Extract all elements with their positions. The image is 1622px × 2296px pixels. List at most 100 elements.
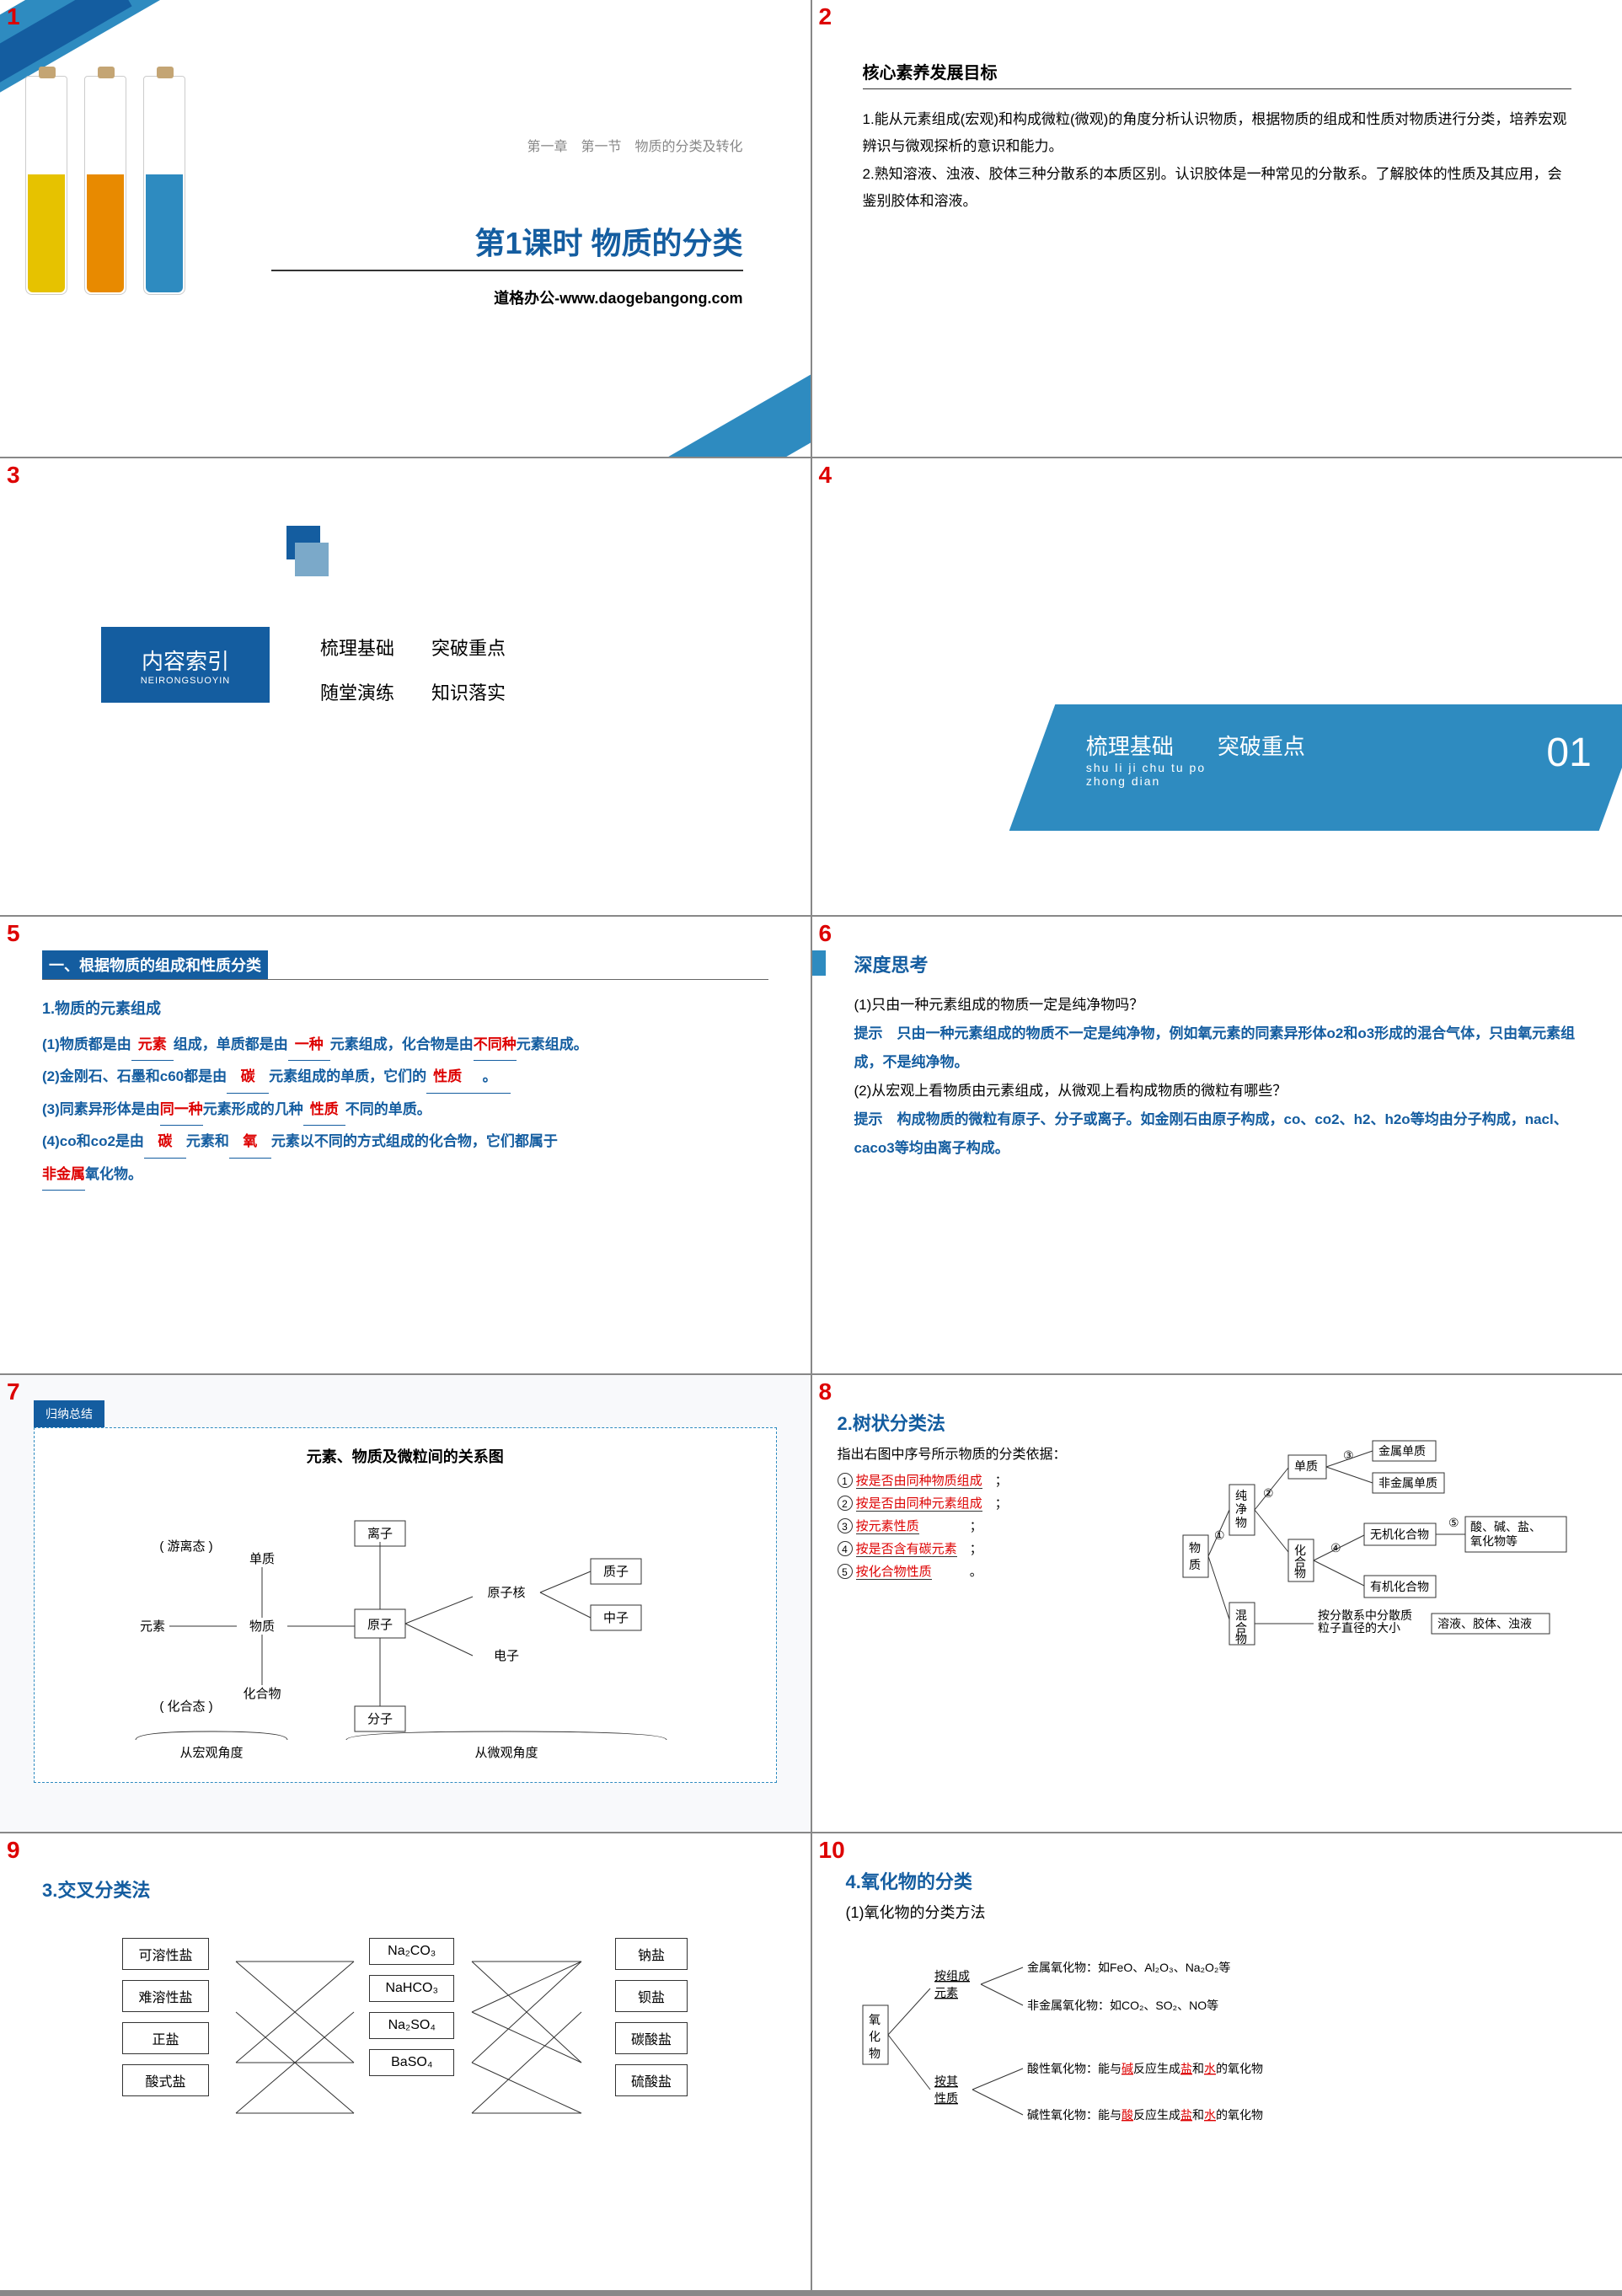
svg-text:物: 物: [1235, 1632, 1247, 1646]
svg-text:物: 物: [869, 2047, 881, 2060]
svg-text:纯: 纯: [1235, 1489, 1247, 1502]
svg-text:( 化合态 ): ( 化合态 ): [159, 1699, 212, 1714]
cell: 正盐: [122, 2022, 208, 2054]
svg-text:( 游离态 ): ( 游离态 ): [159, 1539, 212, 1554]
slide-number: 6: [819, 920, 832, 947]
cell: Na₂CO₃: [369, 1938, 454, 1965]
slide-number: 10: [819, 1837, 845, 1864]
section-pinyin: shu li ji chu tu po: [1086, 761, 1575, 774]
svg-text:化合物: 化合物: [243, 1687, 281, 1701]
subtitle: 道格办公-www.daogebangong.com: [494, 286, 742, 308]
index-pinyin: NEIRONGSUOYIN: [141, 676, 231, 686]
svg-text:碱性氧化物：能与酸反应生成盐和水的氧化物: 碱性氧化物：能与酸反应生成盐和水的氧化物: [1027, 2108, 1263, 2122]
svg-text:按组成: 按组成: [934, 1969, 970, 1983]
answer: 提示 构成物质的微粒有原子、分子或离子。如金刚石由原子构成，co、co2、h2、…: [854, 1105, 1581, 1163]
text: 指出右图中序号所示物质的分类依据：: [838, 1442, 1180, 1463]
slide-1: 1 第一章 第一节 物质的分类及转化 第1课时 物质的分类 道格办公-www.d…: [0, 0, 811, 457]
section-pinyin: zhong dian: [1086, 774, 1575, 788]
list-item: 2 按是否由同种元素组成 ；: [838, 1492, 1180, 1515]
slide-6: 6 深度思考 (1)只由一种元素组成的物质一定是纯净物吗？ 提示 只由一种元素组…: [812, 917, 1622, 1373]
cell: 可溶性盐: [122, 1938, 208, 1970]
svg-text:元素: 元素: [140, 1619, 165, 1634]
cell: Na₂SO₄: [369, 2012, 454, 2039]
index-title: 内容索引: [142, 645, 229, 676]
slide-number: 2: [819, 3, 832, 30]
slide-number: 9: [7, 1837, 20, 1864]
subheading: 1.物质的元素组成: [42, 997, 768, 1019]
section-band: 梳理基础 突破重点 shu li ji chu tu po zhong dian…: [1009, 704, 1622, 831]
question: (2)从宏观上看物质由元素组成，从微观上看构成物质的微粒有哪些？: [854, 1077, 1581, 1105]
heading: 4.氧化物的分类: [846, 1867, 1589, 1894]
chapter-meta: 第一章 第一节 物质的分类及转化: [527, 135, 742, 155]
slide-3: 3 内容索引 NEIRONGSUOYIN 梳理基础 突破重点 随堂演练 知识落实: [0, 458, 811, 915]
slide-title: 第1课时 物质的分类: [474, 219, 742, 263]
svg-text:中子: 中子: [603, 1611, 629, 1625]
diagram-title: 元素、物质及微粒间的关系图: [51, 1445, 759, 1467]
svg-text:单质: 单质: [249, 1552, 275, 1566]
line: (3)同素异形体是由同一种元素形成的几种性质不同的单质。: [42, 1094, 768, 1126]
svg-text:非金属单质: 非金属单质: [1378, 1476, 1437, 1490]
column: 钠盐 钡盐 碳酸盐 硫酸盐: [615, 1928, 688, 2106]
svg-text:物: 物: [1294, 1566, 1306, 1580]
index-item: 随堂演练 知识落实: [320, 672, 506, 716]
index-box: 内容索引 NEIRONGSUOYIN: [101, 627, 270, 703]
svg-text:离子: 离子: [367, 1527, 393, 1541]
slide-number: 3: [7, 462, 20, 489]
index-item: 梳理基础 突破重点: [320, 627, 506, 672]
svg-text:物: 物: [1235, 1516, 1247, 1529]
svg-text:物质: 物质: [249, 1619, 275, 1634]
slide-7: 7 归纳总结 元素、物质及微粒间的关系图 元素 物质 单质 ( 游离态 ) 化合…: [0, 1375, 811, 1832]
svg-text:从宏观角度: 从宏观角度: [179, 1746, 243, 1760]
slide-number: 4: [819, 462, 832, 489]
question: (1)只由一种元素组成的物质一定是纯净物吗？: [854, 991, 1581, 1020]
list-item: 4 按是否含有碳元素 ；: [838, 1538, 1180, 1560]
svg-text:按其: 按其: [934, 2074, 958, 2088]
cell: 难溶性盐: [122, 1980, 208, 2012]
svg-text:①: ①: [1214, 1528, 1225, 1542]
svg-text:有机化合物: 有机化合物: [1370, 1580, 1429, 1593]
line: 非金属氧化物。: [42, 1159, 768, 1191]
answer: 提示 只由一种元素组成的物质不一定是纯净物，例如氧元素的同素异形体o2和o3形成…: [854, 1020, 1581, 1077]
section-title: 梳理基础 突破重点: [1086, 730, 1575, 761]
svg-text:单质: 单质: [1294, 1459, 1318, 1473]
column: 可溶性盐 难溶性盐 正盐 酸式盐: [122, 1928, 208, 2106]
svg-text:④: ④: [1330, 1541, 1341, 1555]
svg-text:粒子直径的大小: 粒子直径的大小: [1318, 1621, 1400, 1635]
column: Na₂CO₃ NaHCO₃ Na₂SO₄ BaSO₄: [369, 1928, 454, 2106]
svg-text:质: 质: [1189, 1558, 1201, 1571]
list-item: 1 按是否由同种物质组成 ；: [838, 1469, 1180, 1492]
list-item: 5 按化合物性质 。: [838, 1560, 1180, 1583]
line: (2)金刚石、石墨和c60都是由碳元素组成的单质，它们的性质。: [42, 1061, 768, 1093]
index-items: 梳理基础 突破重点 随堂演练 知识落实: [320, 627, 506, 716]
slide-4: 4 梳理基础 突破重点 shu li ji chu tu po zhong di…: [812, 458, 1622, 915]
cell: 钠盐: [615, 1938, 688, 1970]
heading: 深度思考: [854, 950, 1581, 977]
svg-text:溶液、胶体、浊液: 溶液、胶体、浊液: [1437, 1617, 1532, 1630]
paragraph: 1.能从元素组成(宏观)和构成微粒(微观)的角度分析认识物质，根据物质的组成和性…: [863, 106, 1572, 161]
list-item: 3 按元素性质 ；: [838, 1515, 1180, 1538]
line: (1)物质都是由元素组成，单质都是由一种元素组成，化合物是由不同种元素组成。: [42, 1029, 768, 1061]
line: (4)co和co2是由碳元素和氧元素以不同的方式组成的化合物，它们都属于: [42, 1126, 768, 1158]
heading: 一、根据物质的组成和性质分类: [42, 950, 768, 980]
paragraph: 2.熟知溶液、浊液、胶体三种分散系的本质区别。认识胶体是一种常见的分散系。了解胶…: [863, 161, 1572, 216]
svg-text:性质: 性质: [934, 2091, 958, 2105]
heading: 核心素养发展目标: [863, 59, 1572, 89]
relation-diagram: 元素 物质 单质 ( 游离态 ) 化合物 ( 化合态 ) 原子 离子 分子: [85, 1479, 725, 1765]
divider: [271, 270, 743, 271]
svg-text:按分散系中分散质: 按分散系中分散质: [1318, 1608, 1412, 1622]
cell: 酸式盐: [122, 2064, 208, 2096]
test-tubes: [25, 76, 185, 295]
slide-5: 5 一、根据物质的组成和性质分类 1.物质的元素组成 (1)物质都是由元素组成，…: [0, 917, 811, 1373]
svg-text:混: 混: [1235, 1608, 1247, 1622]
cell: BaSO₄: [369, 2049, 454, 2076]
svg-text:原子核: 原子核: [487, 1586, 525, 1600]
svg-text:酸、碱、盐、: 酸、碱、盐、: [1470, 1520, 1541, 1533]
subheading: (1)氧化物的分类方法: [846, 1901, 1589, 1923]
svg-text:③: ③: [1343, 1448, 1354, 1462]
slide-8: 8 2.树状分类法 指出右图中序号所示物质的分类依据： 1 按是否由同种物质组成…: [812, 1375, 1622, 1832]
cell: 碳酸盐: [615, 2022, 688, 2054]
svg-text:②: ②: [1263, 1486, 1274, 1500]
svg-text:电子: 电子: [494, 1649, 519, 1663]
svg-text:无机化合物: 无机化合物: [1370, 1528, 1429, 1541]
slide-number: 7: [7, 1378, 20, 1405]
